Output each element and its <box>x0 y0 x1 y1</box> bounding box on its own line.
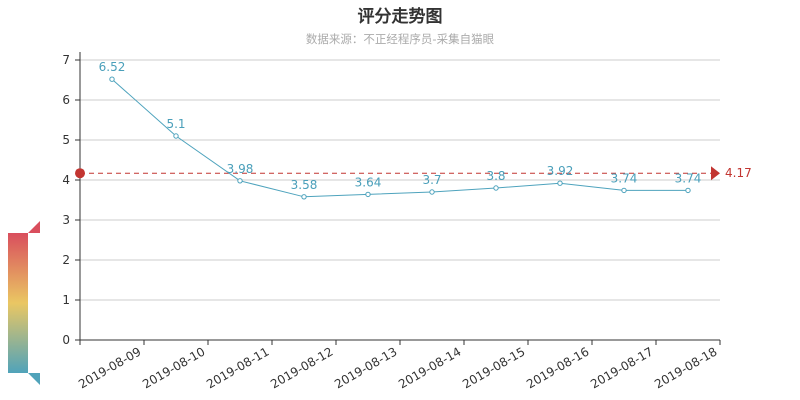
average-markline: 4.17 <box>75 166 752 181</box>
data-point[interactable] <box>301 194 307 200</box>
chart-title: 评分走势图 <box>357 7 443 27</box>
y-tick-label: 2 <box>62 253 70 267</box>
series-polyline <box>111 78 688 198</box>
gridlines <box>80 59 720 301</box>
markline-label: 4.17 <box>725 166 752 180</box>
x-tick-label: 2019-08-15 <box>460 344 527 391</box>
x-tick-label: 2019-08-12 <box>268 344 335 391</box>
x-tick-label: 2019-08-11 <box>204 344 271 391</box>
visual-map-top-handle[interactable] <box>28 221 40 233</box>
y-tick-label: 0 <box>62 333 70 347</box>
data-label: 3.98 <box>227 162 254 176</box>
y-tick-label: 6 <box>62 93 70 107</box>
visual-map-bottom-handle[interactable] <box>28 373 40 385</box>
data-point[interactable] <box>685 187 691 194</box>
y-tick-label: 3 <box>62 213 70 227</box>
data-point[interactable] <box>365 191 371 198</box>
visual-map-bar[interactable] <box>8 233 28 373</box>
markline-arrow-icon <box>711 166 720 181</box>
x-axis: 2019-08-092019-08-102019-08-112019-08-12… <box>76 339 721 391</box>
data-label: 3.58 <box>291 178 318 192</box>
data-label: 3.74 <box>611 171 638 185</box>
data-point[interactable] <box>557 180 563 186</box>
series-line: 6.52 5.1 3.98 3.58 3.64 3.7 3.8 3.92 3.74 3.74 <box>99 60 702 200</box>
data-label: 3.74 <box>675 171 702 185</box>
y-tick-label: 5 <box>62 133 70 147</box>
y-axis: 0 1 2 3 4 5 6 7 <box>62 52 81 347</box>
data-point[interactable] <box>493 185 499 191</box>
data-point[interactable] <box>237 178 243 184</box>
data-label: 6.52 <box>99 60 126 74</box>
y-tick-label: 1 <box>62 293 70 307</box>
data-point[interactable] <box>173 133 179 139</box>
x-tick-label: 2019-08-18 <box>652 344 719 391</box>
chart-subtitle: 数据来源：不正经程序员-采集自猫眼 <box>305 32 495 46</box>
data-label: 3.64 <box>355 175 382 189</box>
x-tick-label: 2019-08-10 <box>140 344 207 391</box>
data-label: 3.92 <box>547 164 574 178</box>
data-label: 3.7 <box>422 173 441 187</box>
data-label: 3.8 <box>486 169 505 183</box>
x-tick-label: 2019-08-13 <box>332 344 399 391</box>
data-label: 5.1 <box>166 117 185 131</box>
y-tick-label: 4 <box>62 173 70 187</box>
markline-start-symbol <box>75 168 85 179</box>
x-tick-label: 2019-08-14 <box>396 344 463 391</box>
x-tick-label: 2019-08-17 <box>588 344 655 391</box>
data-point[interactable] <box>429 189 435 195</box>
x-tick-label: 2019-08-09 <box>76 344 143 391</box>
data-point[interactable] <box>109 76 115 82</box>
visual-map[interactable] <box>8 221 40 385</box>
data-point[interactable] <box>621 187 627 194</box>
x-tick-label: 2019-08-16 <box>524 344 591 391</box>
y-tick-label: 7 <box>62 53 70 67</box>
